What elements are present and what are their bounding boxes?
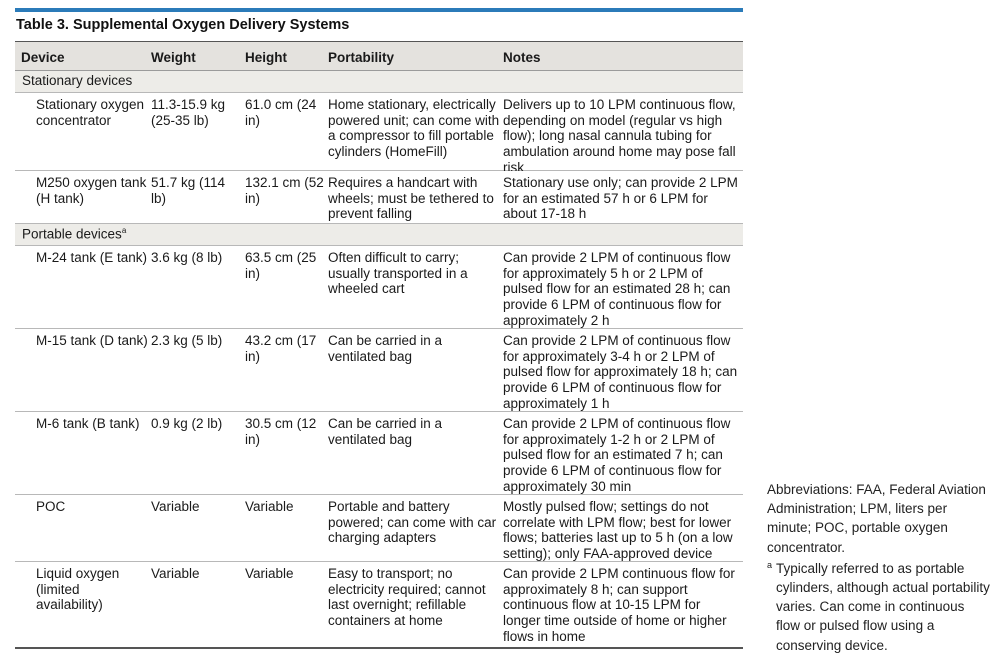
table-header: Device Weight Height Portability Notes <box>15 41 743 71</box>
cell-notes: Can provide 2 LPM continuous flow for ap… <box>503 566 735 644</box>
cell-weight: 0.9 kg (2 lb) <box>151 416 223 431</box>
cell-notes: Delivers up to 10 LPM continuous flow, d… <box>503 97 736 175</box>
cell-device: POC <box>36 499 66 514</box>
cell-portability: Can be carried in a ventilated bag <box>328 416 443 447</box>
cell-height: Variable <box>245 499 294 514</box>
cell-device: M-6 tank (B tank) <box>36 416 140 431</box>
footnote-marker: a <box>121 226 127 235</box>
cell-weight: Variable <box>151 499 200 514</box>
cell-device: Liquid oxygen (limited availability) <box>36 566 120 613</box>
title-rule <box>15 8 743 12</box>
cell-portability: Home stationary, electrically powered un… <box>328 97 500 160</box>
cell-height: 30.5 cm (12 in) <box>245 416 317 447</box>
cell-weight: 2.3 kg (5 lb) <box>151 333 223 348</box>
table-title: Table 3. Supplemental Oxygen Delivery Sy… <box>16 17 350 33</box>
header-portability: Portability <box>328 50 395 65</box>
section-label: Portable devices <box>22 226 122 242</box>
cell-notes: Can provide 2 LPM of continuous flow for… <box>503 333 738 411</box>
cell-notes: Mostly pulsed flow; settings do not corr… <box>503 499 733 562</box>
cell-height: Variable <box>245 566 294 581</box>
table-bottom-rule <box>15 647 743 649</box>
cell-device: Stationary oxygen concentrator <box>36 97 145 128</box>
cell-weight: 51.7 kg (114 lb) <box>151 175 226 206</box>
oxygen-table: Device Weight Height Portability Notes S… <box>15 41 743 644</box>
cell-height: 61.0 cm (24 in) <box>245 97 317 128</box>
cell-portability: Requires a handcart with wheels; must be… <box>328 175 494 222</box>
table-row: M250 oxygen tank (H tank) 51.7 kg (114 l… <box>15 171 743 224</box>
table-notes: Abbreviations: FAA, Federal Aviation Adm… <box>767 480 992 655</box>
table-row: Stationary oxygen concentrator 11.3-15.9… <box>15 93 743 175</box>
cell-portability: Portable and battery powered; can come w… <box>328 499 497 546</box>
footnote-text: Typically referred to as portable cylind… <box>776 560 990 653</box>
cell-height: 43.2 cm (17 in) <box>245 333 317 364</box>
header-device: Device <box>21 50 65 65</box>
cell-notes: Can provide 2 LPM of continuous flow for… <box>503 416 731 494</box>
header-weight: Weight <box>151 50 196 65</box>
cell-weight: 3.6 kg (8 lb) <box>151 250 223 265</box>
cell-height: 63.5 cm (25 in) <box>245 250 317 281</box>
abbreviations-note: Abbreviations: FAA, Federal Aviation Adm… <box>767 482 986 555</box>
cell-notes: Stationary use only; can provide 2 LPM f… <box>503 175 738 222</box>
cell-device: M250 oxygen tank (H tank) <box>36 175 147 206</box>
section-stationary: Stationary devices <box>15 71 743 93</box>
cell-weight: Variable <box>151 566 200 581</box>
cell-portability: Can be carried in a ventilated bag <box>328 333 443 364</box>
table-row: POC Variable Variable Portable and batte… <box>15 495 743 562</box>
section-label: Stationary devices <box>22 73 133 88</box>
table-row: M-24 tank (E tank) 3.6 kg (8 lb) 63.5 cm… <box>15 246 743 329</box>
cell-device: M-24 tank (E tank) <box>36 250 148 265</box>
header-notes: Notes <box>503 50 541 65</box>
header-height: Height <box>245 50 287 65</box>
footnote-marker: a <box>767 559 773 570</box>
cell-weight: 11.3-15.9 kg (25-35 lb) <box>151 97 226 128</box>
footnote: a Typically referred to as portable cyli… <box>767 559 992 655</box>
cell-portability: Easy to transport; no electricity requir… <box>328 566 486 629</box>
cell-notes: Can provide 2 LPM of continuous flow for… <box>503 250 731 328</box>
table-row: Liquid oxygen (limited availability) Var… <box>15 562 743 644</box>
cell-height: 132.1 cm (52 in) <box>245 175 324 206</box>
cell-device: M-15 tank (D tank) <box>36 333 148 348</box>
cell-portability: Often difficult to carry; usually transp… <box>328 250 468 297</box>
section-portable: Portable devicesa <box>15 224 743 246</box>
table-row: M-6 tank (B tank) 0.9 kg (2 lb) 30.5 cm … <box>15 412 743 495</box>
table-row: M-15 tank (D tank) 2.3 kg (5 lb) 43.2 cm… <box>15 329 743 412</box>
